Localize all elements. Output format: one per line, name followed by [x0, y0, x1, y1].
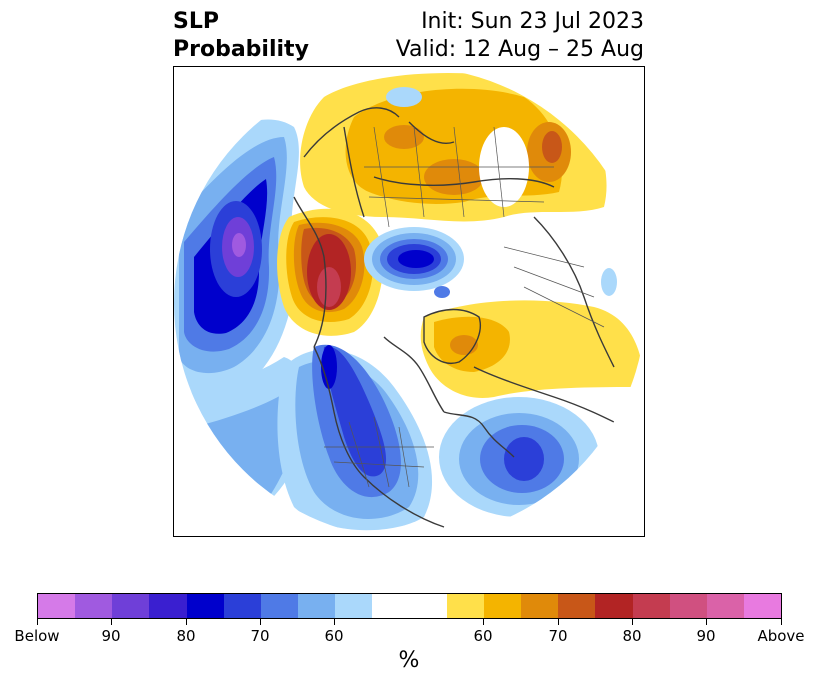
eurasia-high-6 — [542, 131, 562, 163]
colorbar-tick — [632, 619, 633, 625]
colorbar-segment — [409, 594, 447, 618]
init-date: Init: Sun 23 Jul 2023 — [421, 9, 644, 34]
europe-high-3 — [450, 335, 478, 355]
colorbar-tick-label: 70 — [250, 627, 270, 645]
arctic-low-core — [398, 250, 434, 268]
colorbar-tick — [37, 619, 38, 625]
colorbar-segment — [223, 594, 261, 618]
colorbar-segment — [595, 594, 633, 618]
colorbar-segment — [669, 594, 707, 618]
colorbar-tick — [706, 619, 707, 625]
colorbar-segment — [335, 594, 373, 618]
arctic-low-spot — [434, 286, 450, 298]
namerica-low-4 — [323, 346, 387, 477]
colorbar-segment — [446, 594, 484, 618]
colorbar-segment — [558, 594, 596, 618]
colorbar-segment — [521, 594, 559, 618]
colorbar-segment — [298, 594, 336, 618]
colorbar-tick-label: 80 — [176, 627, 196, 645]
namerica-low-core — [321, 345, 337, 389]
colorbar-tick-label: 90 — [696, 627, 716, 645]
colorbar-segment — [38, 594, 76, 618]
map-panel — [173, 66, 645, 537]
colorbar-tick-label: 60 — [473, 627, 493, 645]
coastlines — [293, 107, 625, 528]
colorbar-segment — [75, 594, 113, 618]
colorbar-segment — [483, 594, 522, 618]
asia-high-core — [317, 267, 341, 307]
colorbar-tick — [186, 619, 187, 625]
colorbar-segment — [149, 594, 187, 618]
east-blue-blob — [601, 268, 617, 296]
colorbar-segment — [186, 594, 224, 618]
colorbar-segment — [706, 594, 744, 618]
colorbar-tick-label: 80 — [622, 627, 642, 645]
colorbar-unit-label: % — [398, 648, 420, 673]
colorbar-segment — [112, 594, 150, 618]
colorbar-tick-label: 70 — [548, 627, 568, 645]
colorbar-tick — [483, 619, 484, 625]
pacific-low-core — [232, 233, 246, 257]
colorbar-segment — [260, 594, 299, 618]
colorbar-tick-label: Below — [14, 627, 60, 645]
title-type: Probability — [173, 37, 309, 62]
title-field: SLP — [173, 9, 219, 34]
country-borders — [324, 126, 605, 488]
valid-range: Valid: 12 Aug – 25 Aug — [395, 37, 644, 62]
eurasia-high-4 — [384, 125, 424, 149]
colorbar-segment — [632, 594, 670, 618]
colorbar-tick — [111, 619, 112, 625]
colorbar — [37, 593, 782, 619]
colorbar-tick-label: 90 — [101, 627, 121, 645]
colorbar-segment — [372, 594, 410, 618]
colorbar-tick-label: 60 — [324, 627, 344, 645]
colorbar-segment — [743, 594, 782, 618]
colorbar-tick — [260, 619, 261, 625]
colorbar-tick — [334, 619, 335, 625]
atlantic-low-core — [504, 437, 544, 481]
plot-title-left: SLP Probability — [173, 8, 309, 64]
colorbar-tick-label: Above — [757, 627, 805, 645]
top-blue-spot — [386, 87, 422, 107]
colorbar-tick — [781, 619, 782, 625]
plot-title-right: Init: Sun 23 Jul 2023 Valid: 12 Aug – 25… — [396, 8, 644, 64]
polar-map — [174, 67, 644, 536]
colorbar-tick — [558, 619, 559, 625]
eurasia-high-3 — [424, 159, 484, 195]
